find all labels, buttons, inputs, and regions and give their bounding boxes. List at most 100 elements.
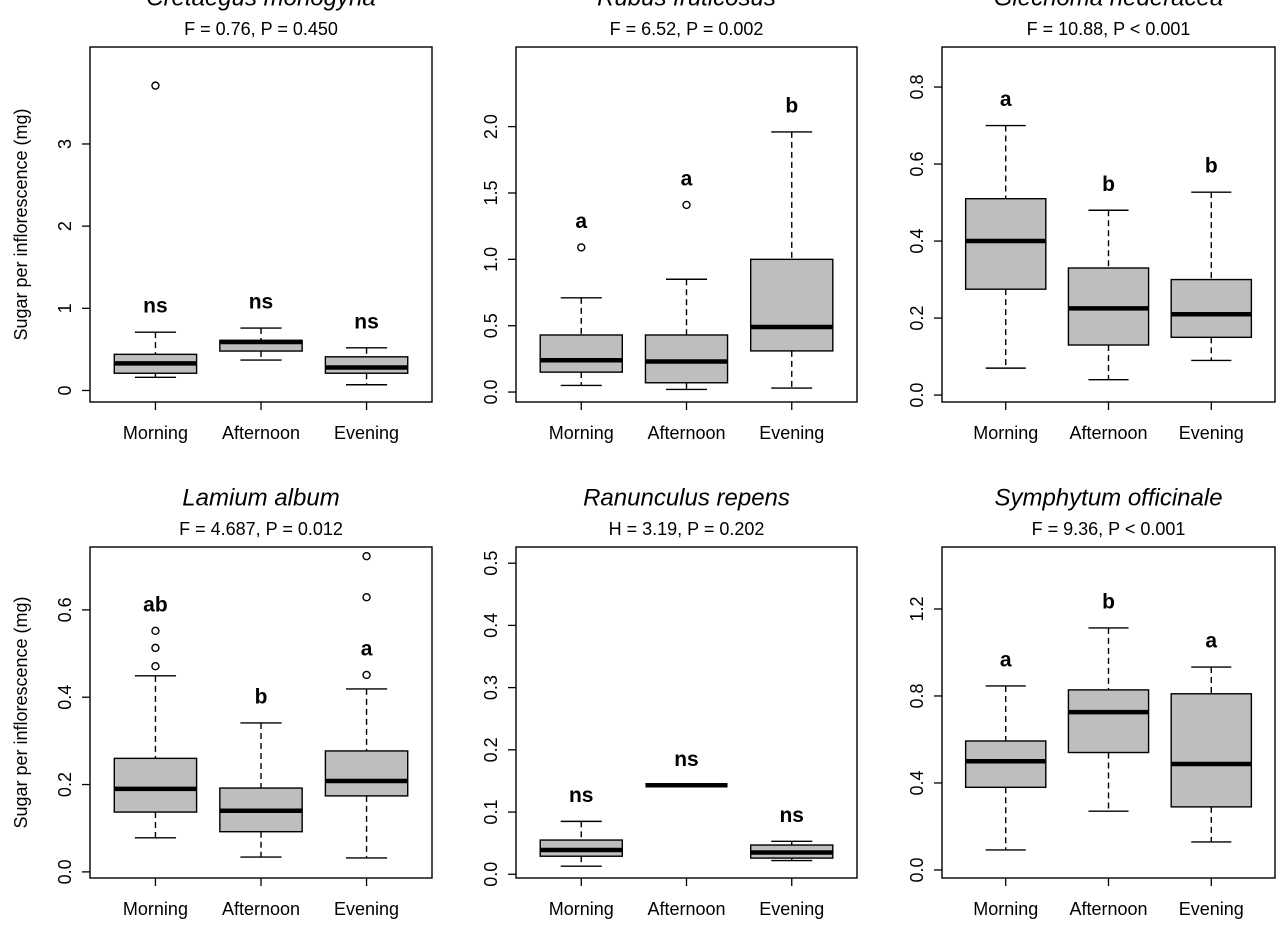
- panel-subtitle: F = 10.88, P < 0.001: [1027, 19, 1191, 39]
- x-tick-label: Morning: [973, 899, 1038, 919]
- outlier: [151, 643, 160, 653]
- group-letter: a: [1205, 630, 1217, 653]
- y-tick-label: 2.0: [481, 114, 501, 139]
- y-tick-label: 1.5: [481, 180, 501, 205]
- y-tick-label: 0.5: [481, 313, 501, 338]
- outlier: [362, 551, 371, 561]
- box: [644, 334, 729, 384]
- panel: Symphytum officinale F = 9.36, P < 0.001 0…: [907, 484, 1276, 919]
- y-tick-label: 0.8: [907, 683, 927, 708]
- y-tick-label: 0.1: [481, 800, 501, 825]
- group-letter: a: [361, 637, 373, 660]
- box: [1170, 693, 1253, 808]
- plot-frame: [89, 546, 433, 879]
- y-tick-label: 0.6: [907, 152, 927, 177]
- outlier: [577, 243, 586, 252]
- group-letter: a: [1000, 88, 1012, 111]
- box: [539, 334, 623, 373]
- outlier: [362, 593, 371, 602]
- group-letter: b: [255, 686, 268, 709]
- y-tick-label: 0.0: [481, 380, 501, 405]
- x-tick-label: Afternoon: [222, 899, 300, 919]
- panel: Glechoma hederacea F = 10.88, P < 0.001 0.…: [907, 0, 1276, 443]
- y-tick-label: 1.2: [907, 596, 927, 621]
- panel-title: Cretaegus monogyna: [146, 0, 375, 11]
- x-tick-label: Morning: [549, 899, 614, 919]
- x-tick-label: Evening: [334, 899, 399, 919]
- box: [964, 198, 1047, 290]
- panel: Rubus fruticosus F = 6.52, P = 0.002 0.0 0.…: [481, 0, 858, 443]
- panel-title: Ranunculus repens: [583, 484, 790, 511]
- plot-frame: [941, 46, 1276, 403]
- y-tick-label: 0.4: [907, 229, 927, 254]
- x-tick-label: Evening: [334, 423, 399, 443]
- box: [1067, 689, 1150, 754]
- panel-title: Lamium album: [182, 484, 339, 511]
- y-axis-label: Sugar per inflorescence (mg): [11, 596, 31, 828]
- group-letter: b: [785, 94, 798, 117]
- plot-frame: [941, 546, 1276, 879]
- panel: Lamium album F = 4.687, P = 0.012 Sugar pe…: [11, 484, 433, 919]
- y-tick-label: 1.0: [481, 247, 501, 272]
- box: [964, 740, 1047, 789]
- outlier: [151, 81, 160, 90]
- plot-frame: [515, 46, 858, 403]
- group-letter: ab: [143, 593, 168, 616]
- x-tick-label: Afternoon: [1069, 423, 1147, 443]
- outlier: [362, 670, 371, 680]
- y-tick-label: 0.0: [907, 383, 927, 408]
- panel: Cretaegus monogyna F = 0.76, P = 0.450 Sug…: [11, 0, 433, 443]
- x-tick-label: Evening: [1179, 899, 1244, 919]
- group-letter: ns: [143, 295, 168, 318]
- box: [324, 356, 409, 374]
- x-tick-label: Evening: [759, 899, 824, 919]
- outlier: [151, 662, 160, 671]
- plot-frame: [89, 46, 433, 403]
- panel-subtitle: F = 4.687, P = 0.012: [179, 519, 343, 539]
- panel-subtitle: F = 9.36, P < 0.001: [1032, 519, 1186, 539]
- box: [324, 750, 409, 797]
- y-tick-label: 2: [55, 221, 75, 231]
- x-tick-label: Afternoon: [647, 423, 725, 443]
- y-tick-label: 0.6: [55, 597, 75, 622]
- panel-subtitle: H = 3.19, P = 0.202: [609, 519, 765, 539]
- box: [750, 258, 834, 352]
- group-letter: ns: [249, 291, 274, 314]
- group-letter: ns: [779, 804, 804, 827]
- group-letter: b: [1205, 155, 1218, 178]
- y-tick-label: 0.2: [907, 306, 927, 331]
- y-tick-label: 0.0: [907, 857, 927, 882]
- panel-subtitle: F = 0.76, P = 0.450: [184, 19, 338, 39]
- x-tick-label: Morning: [123, 423, 188, 443]
- group-letter: a: [681, 167, 693, 190]
- y-tick-label: 3: [55, 139, 75, 149]
- box: [1170, 278, 1253, 339]
- y-tick-label: 0.4: [481, 613, 501, 638]
- x-tick-label: Evening: [1179, 423, 1244, 443]
- group-letter: b: [1102, 590, 1115, 613]
- x-tick-label: Morning: [123, 899, 188, 919]
- x-tick-label: Morning: [549, 423, 614, 443]
- group-letter: a: [575, 210, 587, 233]
- y-tick-label: 0.0: [55, 859, 75, 884]
- group-letter: ns: [354, 310, 379, 333]
- y-axis-label: Sugar per inflorescence (mg): [11, 108, 31, 340]
- x-tick-label: Afternoon: [1069, 899, 1147, 919]
- panel-title: Symphytum officinale: [994, 484, 1222, 511]
- y-tick-label: 0.4: [907, 770, 927, 795]
- x-tick-label: Afternoon: [647, 899, 725, 919]
- panel-subtitle: F = 6.52, P = 0.002: [610, 19, 764, 39]
- plot-frame: [515, 546, 858, 879]
- panel: Ranunculus repens H = 3.19, P = 0.202 0.0 0…: [481, 484, 858, 919]
- group-letter: ns: [674, 748, 699, 771]
- y-tick-label: 0.2: [481, 737, 501, 762]
- panel-title: Glechoma hederacea: [994, 0, 1223, 11]
- outlier: [151, 626, 160, 636]
- group-letter: b: [1102, 173, 1115, 196]
- box: [113, 757, 198, 813]
- group-letter: ns: [569, 784, 594, 807]
- y-tick-label: 0.2: [55, 772, 75, 797]
- y-tick-label: 0.3: [481, 675, 501, 700]
- y-tick-label: 0.8: [907, 75, 927, 100]
- y-tick-label: 0.5: [481, 551, 501, 576]
